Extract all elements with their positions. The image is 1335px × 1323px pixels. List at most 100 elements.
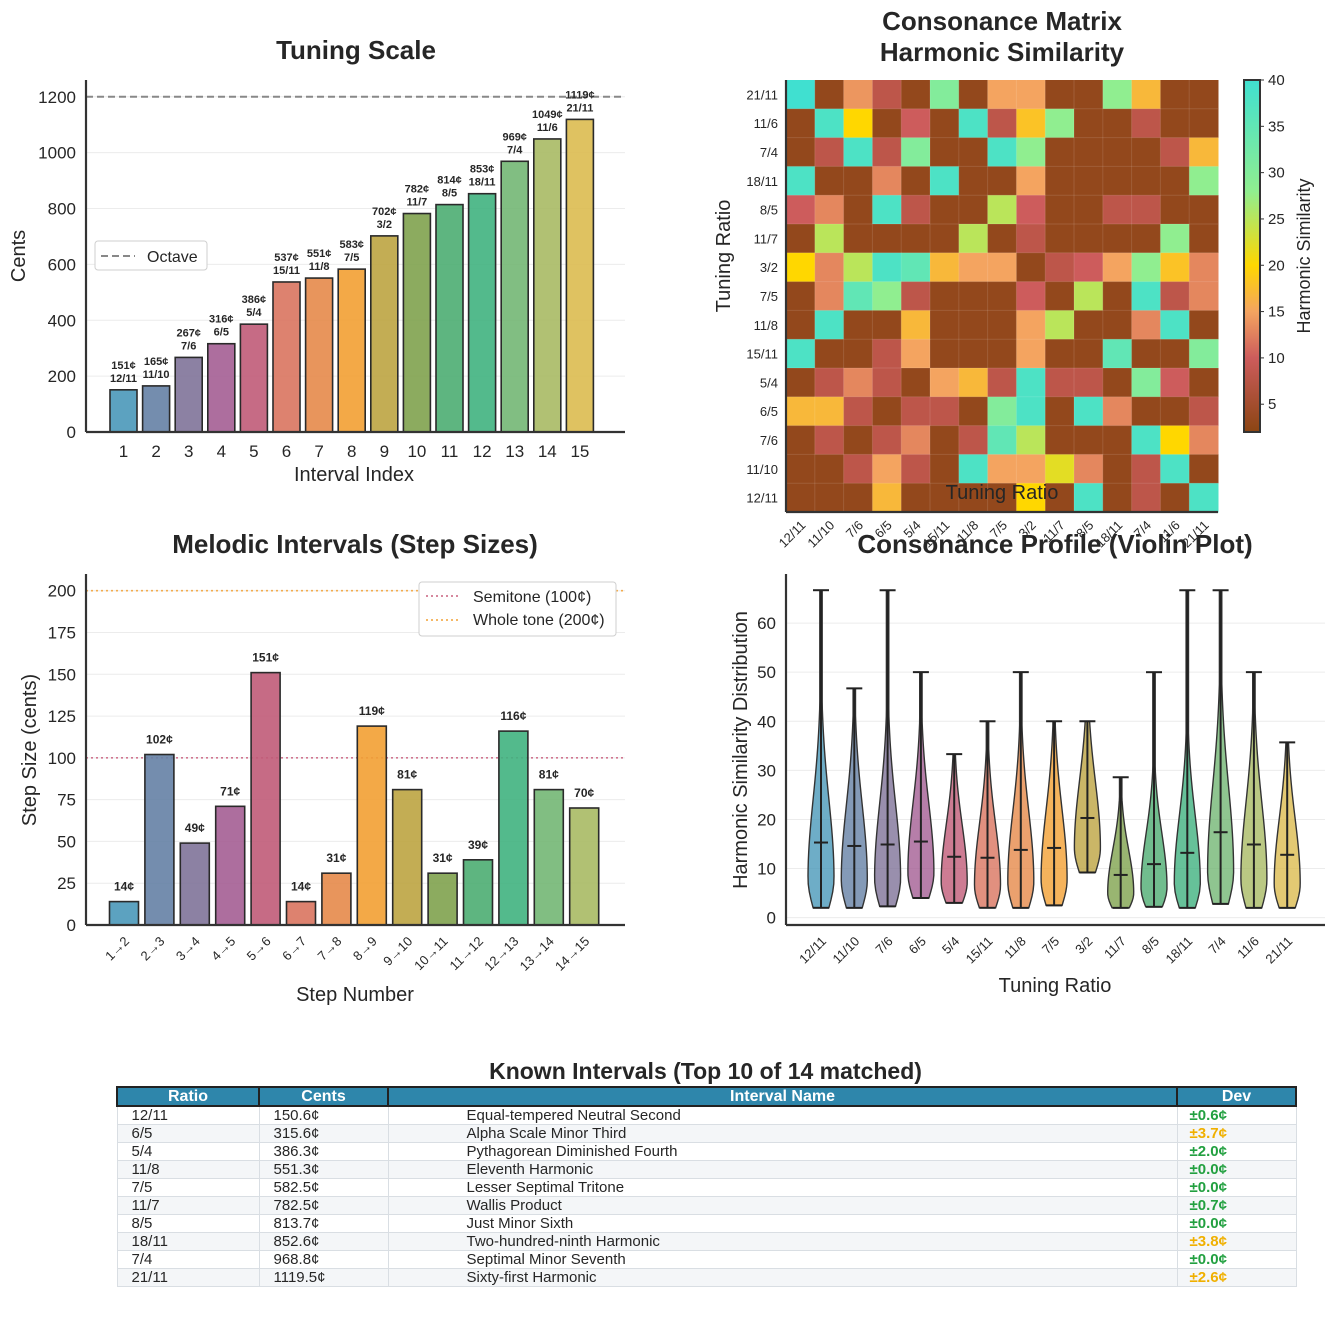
table-row: 11/7 782.5¢ Wallis Product ±0.7¢ [116,1196,1297,1215]
bar-cents-label: 583¢ [339,239,363,251]
bar-value-label: 81¢ [397,768,417,782]
heatmap-cell [1189,368,1219,398]
heatmap-cell [843,80,873,110]
heatmap-cell [930,396,960,427]
x-tick-label: 1→2 [102,934,132,964]
x-tick-label: 6 [282,442,291,461]
heatmap-cell [1074,137,1104,167]
heatmap-cell [1074,368,1104,398]
bar-ratio-label: 3/2 [377,219,392,231]
heatmap-cell [1074,195,1104,225]
heatmap-cell [987,108,1017,139]
heatmap-cell [1045,137,1075,167]
heatmap-cell [958,281,989,311]
bar-cents-label: 814¢ [437,175,461,187]
bar-ratio-label: 12/11 [110,373,137,385]
x-tick-label: 13→14 [517,934,557,974]
y-tick-label: 200 [48,367,76,386]
bar [144,753,175,926]
heatmap-x-axis-label: Tuning Ratio [946,482,1059,504]
heatmap-cell [814,137,845,167]
x-tick-label: 8/5 [1139,934,1162,957]
heatmap-y-axis-label: Tuning Ratio [713,200,735,313]
heatmap-cell [814,454,845,484]
y-tick-label: 175 [48,624,76,643]
cell-ratio: 5/4 [116,1142,260,1161]
heatmap-cell [987,252,1017,283]
header-interval-name: Interval Name [387,1086,1178,1107]
heatmap-cell [930,252,960,283]
x-tick-label: 13 [505,442,524,461]
x-tick-label: 2 [151,442,160,461]
heatmap-cell [1131,339,1161,369]
bar [369,235,399,433]
heatmap-cell [1102,252,1133,283]
bar [402,212,432,433]
bar-value-label: 31¢ [433,851,453,865]
bar [435,203,464,433]
heatmap-cell [1102,454,1133,484]
x-tick-label: 11/10 [829,934,862,967]
heatmap-cell [1189,252,1219,283]
heatmap-cell [1189,310,1219,340]
heatmap-cell [1189,137,1219,167]
heatmap-cell [1189,425,1219,455]
heatmap-cell [958,137,989,167]
x-tick-label: 8 [347,442,356,461]
heatmap-cell [1016,339,1046,369]
x-axis-label: Step Number [296,984,414,1006]
cell-dev: ±0.6¢ [1176,1105,1297,1125]
heatmap-cell [958,108,989,139]
heatmap-cell [814,425,845,455]
heatmap-cell [1016,281,1046,311]
heatmap-cell [1131,483,1161,513]
y-tick-label: 30 [757,761,776,780]
heatmap-cell [843,224,873,254]
cell-cents: 386.3¢ [258,1142,389,1161]
heatmap-cell [1074,396,1104,427]
heatmap-cell [843,166,873,196]
heatmap-cell [987,224,1017,254]
heatmap-y-tick-label: 7/4 [760,145,778,160]
cell-cents: 150.6¢ [258,1105,389,1125]
heatmap-cell [1045,454,1075,484]
cell-dev: ±0.0¢ [1176,1160,1297,1179]
heatmap-cell [1160,368,1190,398]
bar-ratio-label: 11/8 [309,261,330,273]
bar [214,805,246,926]
x-tick-label: 11→12 [447,934,487,974]
x-tick-label: 7→8 [314,934,344,964]
heatmap-cell [814,252,845,283]
bar-cents-label: 151¢ [111,360,135,372]
cell-cents: 1119.5¢ [258,1268,389,1287]
x-tick-label: 11 [441,442,459,461]
bar-ratio-label: 11/10 [143,369,170,381]
y-tick-label: 125 [48,707,76,726]
cell-ratio: 8/5 [116,1214,260,1233]
heatmap-y-tick-label: 11/6 [754,116,778,131]
heatmap-cell [1074,310,1104,340]
heatmap-cell [958,224,989,254]
heatmap-cell [1189,80,1219,110]
heatmap-y-tick-label: 6/5 [760,404,778,419]
legend-box [94,240,208,271]
x-tick-label: 1 [119,442,128,461]
bar-cents-label: 386¢ [242,294,266,306]
bar-cents-label: 702¢ [372,206,396,218]
table-row: 18/11 852.6¢ Two-hundred-ninth Harmonic ±3.… [116,1232,1297,1251]
heatmap-y-tick-label: 5/4 [760,375,778,390]
bar [304,277,334,433]
heatmap-cell [1160,281,1190,311]
bar [109,389,138,433]
heatmap-cell [1102,224,1133,254]
heatmap-cell [786,281,816,311]
heatmap-cell [814,396,845,427]
cell-cents: 813.7¢ [258,1214,389,1233]
x-tick-label: 14→15 [552,934,592,974]
cell-interval-name: Two-hundred-ninth Harmonic [387,1232,1178,1251]
colorbar-tick-label: 25 [1268,211,1285,228]
heatmap-cell [843,195,873,225]
bar-cents-label: 267¢ [176,327,200,339]
cell-dev: ±0.0¢ [1176,1178,1297,1197]
bar-cents-label: 537¢ [274,252,298,264]
